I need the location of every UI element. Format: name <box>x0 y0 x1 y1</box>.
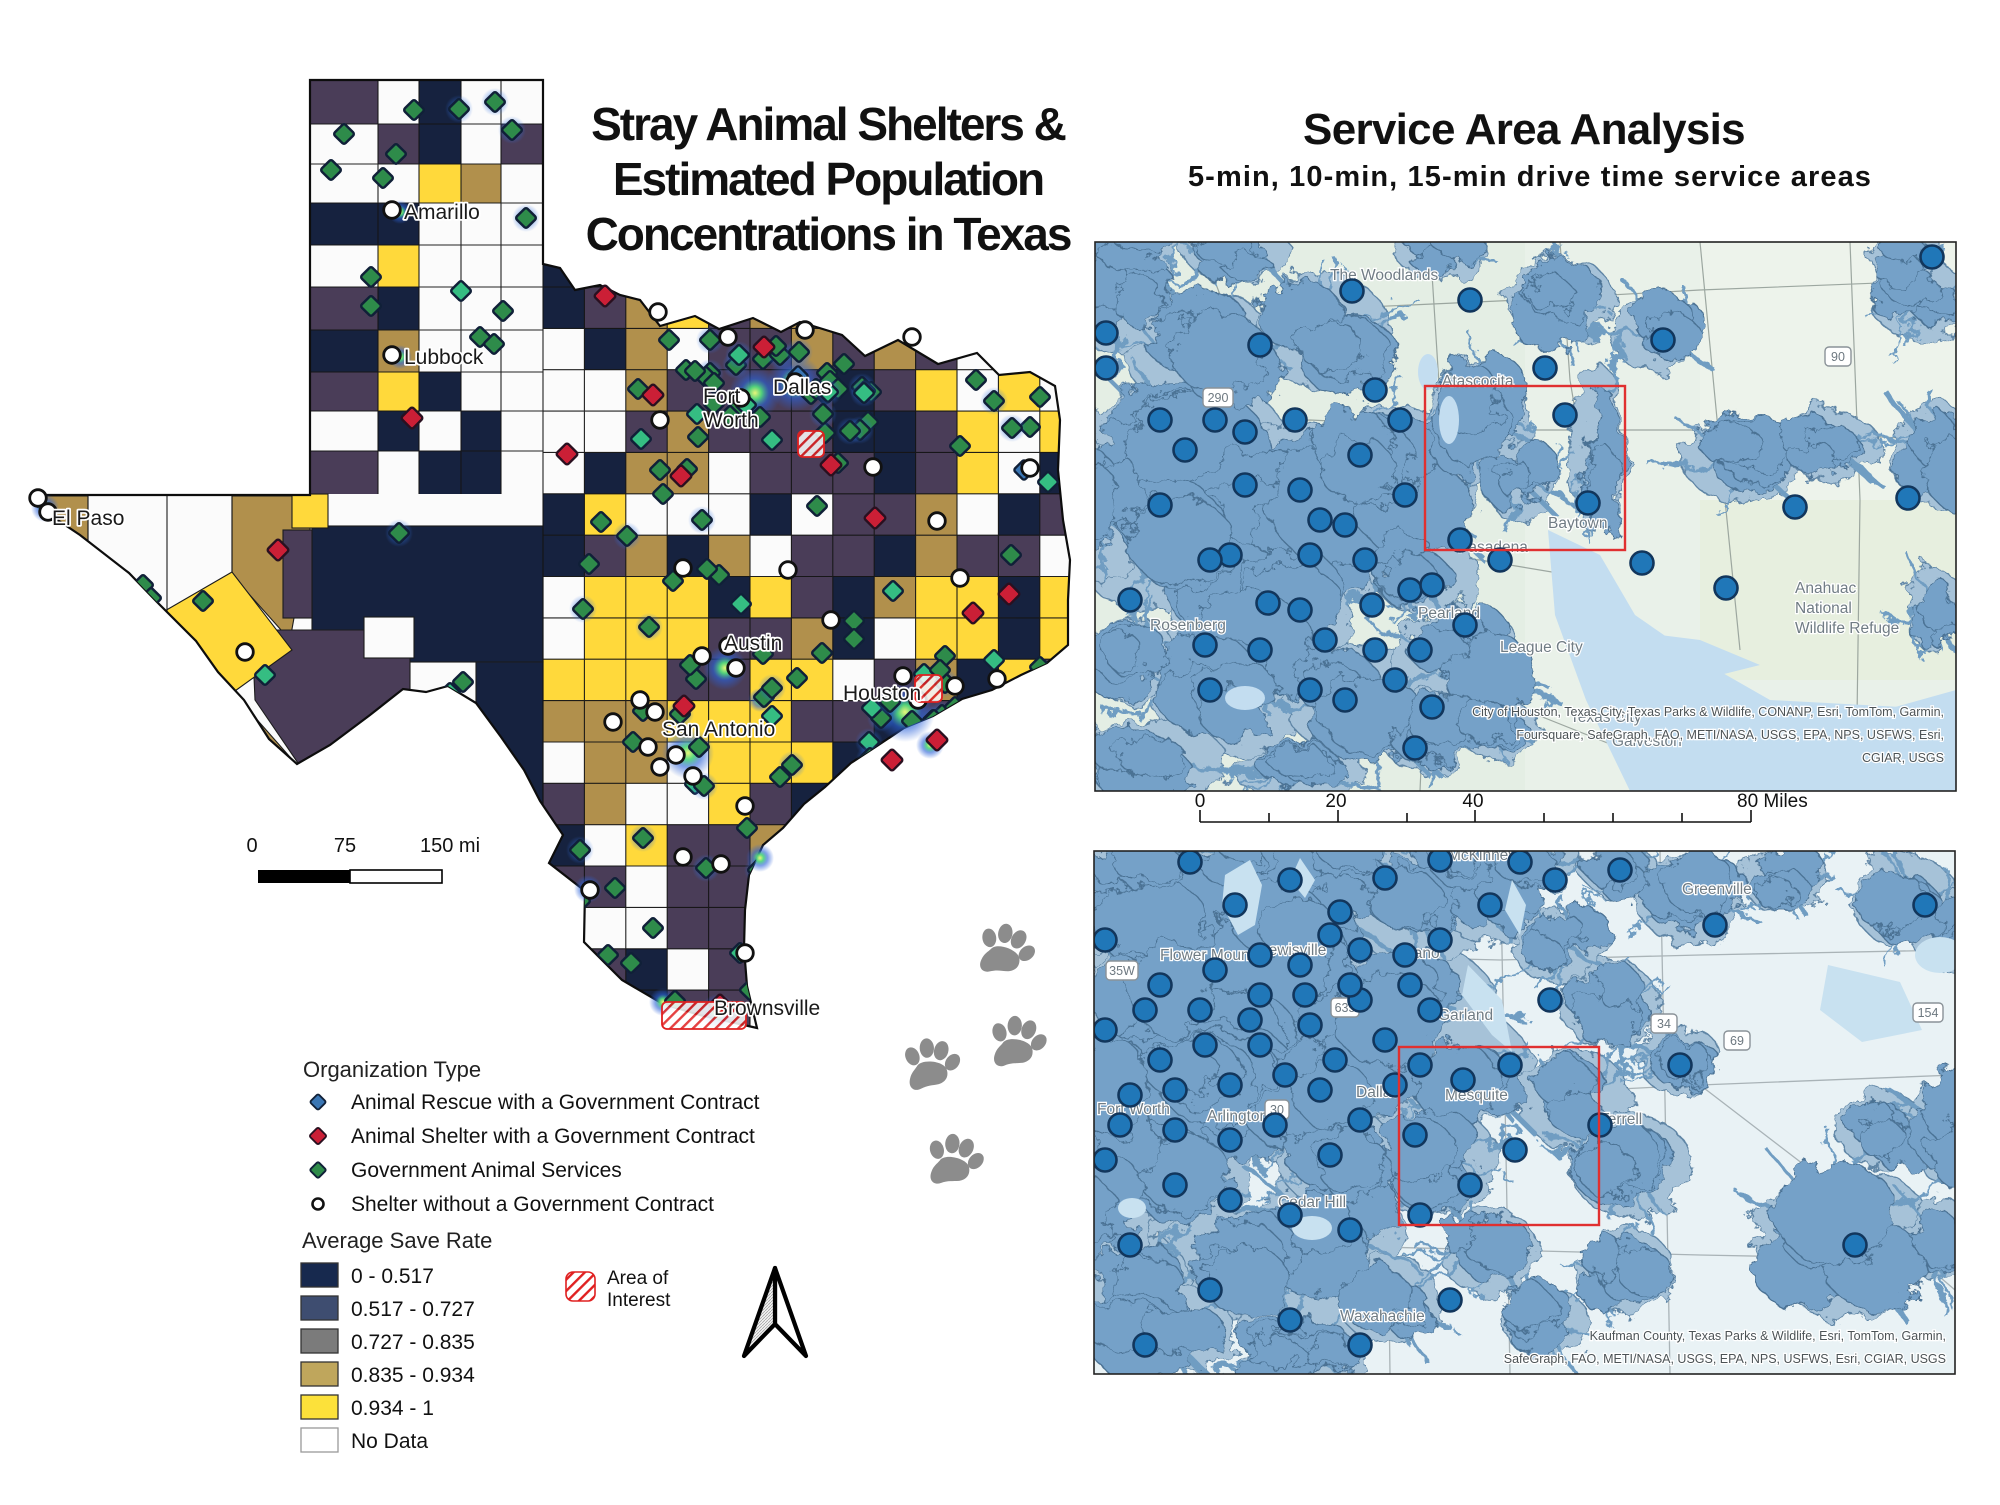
svg-text:Baytown: Baytown <box>1548 515 1607 532</box>
svg-text:0.934 - 1: 0.934 - 1 <box>351 1397 434 1420</box>
svg-text:0.727 - 0.835: 0.727 - 0.835 <box>351 1331 475 1354</box>
svg-text:90: 90 <box>1831 350 1845 364</box>
svg-text:Austin: Austin <box>724 632 782 655</box>
svg-text:Stray Animal Shelters &: Stray Animal Shelters & <box>591 98 1066 150</box>
svg-text:Greenville: Greenville <box>1682 881 1752 898</box>
svg-text:154: 154 <box>1918 1006 1939 1020</box>
svg-text:El Paso: El Paso <box>52 507 124 530</box>
svg-text:Wildlife Refuge: Wildlife Refuge <box>1795 620 1899 637</box>
svg-text:75: 75 <box>334 835 356 857</box>
svg-text:Shelter without a Government C: Shelter without a Government Contract <box>351 1193 714 1216</box>
svg-text:34: 34 <box>1657 1017 1671 1031</box>
svg-text:Pasadena: Pasadena <box>1458 539 1528 556</box>
svg-text:Garland: Garland <box>1438 1007 1493 1024</box>
svg-text:Brownsville: Brownsville <box>714 997 820 1020</box>
svg-text:20: 20 <box>1325 791 1346 812</box>
svg-text:McKinney: McKinney <box>1448 847 1516 864</box>
svg-text:Fort: Fort <box>703 385 741 408</box>
svg-text:Houston: Houston <box>843 682 921 705</box>
svg-text:Lewisville: Lewisville <box>1260 942 1326 959</box>
svg-text:Worth: Worth <box>703 409 759 432</box>
svg-text:Area of: Area of <box>607 1268 669 1289</box>
svg-text:5-min, 10-min, 15-min drive ti: 5-min, 10-min, 15-min drive time service… <box>1188 161 1872 193</box>
svg-text:SafeGraph, FAO, METI/NASA, USG: SafeGraph, FAO, METI/NASA, USGS, EPA, NP… <box>1504 1352 1946 1366</box>
svg-text:0: 0 <box>1195 791 1206 812</box>
svg-text:Concentrations in Texas: Concentrations in Texas <box>586 208 1071 260</box>
svg-text:Rosenberg: Rosenberg <box>1150 617 1226 634</box>
svg-text:Texas City: Texas City <box>1570 709 1642 726</box>
svg-text:69: 69 <box>1730 1034 1744 1048</box>
svg-text:Average Save Rate: Average Save Rate <box>302 1228 492 1253</box>
svg-text:Dallas: Dallas <box>773 376 831 399</box>
svg-text:Kaufman County, Texas Parks &: Kaufman County, Texas Parks & Wildlife, … <box>1590 1329 1946 1343</box>
svg-text:Interest: Interest <box>607 1290 671 1311</box>
svg-text:0.517 - 0.727: 0.517 - 0.727 <box>351 1298 475 1321</box>
svg-text:35W: 35W <box>1109 964 1135 978</box>
svg-text:80 Miles: 80 Miles <box>1737 791 1808 812</box>
svg-text:CGIAR, USGS: CGIAR, USGS <box>1862 751 1944 765</box>
svg-text:Galveston: Galveston <box>1612 733 1682 750</box>
svg-text:Government Animal Services: Government Animal Services <box>351 1159 622 1182</box>
svg-text:Animal Rescue with a Governmen: Animal Rescue with a Government Contract <box>351 1091 760 1114</box>
svg-text:No Data: No Data <box>351 1430 428 1453</box>
svg-text:Estimated Population: Estimated Population <box>613 153 1043 205</box>
svg-text:Flower Mound: Flower Mound <box>1160 947 1258 964</box>
svg-text:Foursquare, SafeGraph, FAO, ME: Foursquare, SafeGraph, FAO, METI/NASA, U… <box>1516 728 1944 742</box>
svg-text:290: 290 <box>1208 391 1229 405</box>
svg-text:Organization Type: Organization Type <box>303 1057 481 1082</box>
svg-text:Amarillo: Amarillo <box>404 201 480 224</box>
svg-text:Mesquite: Mesquite <box>1445 1087 1508 1104</box>
svg-text:Waxahachie: Waxahachie <box>1340 1308 1425 1325</box>
svg-text:Service Area Analysis: Service Area Analysis <box>1303 105 1745 154</box>
svg-text:0.835 - 0.934: 0.835 - 0.934 <box>351 1364 475 1387</box>
svg-text:Lubbock: Lubbock <box>404 346 484 369</box>
svg-text:San Antonio: San Antonio <box>662 718 775 741</box>
svg-text:National: National <box>1795 600 1852 617</box>
svg-text:Atascocita: Atascocita <box>1442 373 1514 390</box>
svg-text:Anahuac: Anahuac <box>1795 580 1856 597</box>
svg-text:Arlington: Arlington <box>1207 1108 1268 1125</box>
svg-text:150 mi: 150 mi <box>420 835 480 857</box>
svg-text:40: 40 <box>1462 791 1483 812</box>
svg-text:0: 0 <box>246 835 257 857</box>
svg-text:City of Houston, Texas City, T: City of Houston, Texas City, Texas Parks… <box>1472 705 1944 719</box>
svg-text:Animal Shelter with a Governme: Animal Shelter with a Government Contrac… <box>351 1125 755 1148</box>
svg-text:0 - 0.517: 0 - 0.517 <box>351 1265 434 1288</box>
svg-text:League City: League City <box>1500 639 1583 656</box>
